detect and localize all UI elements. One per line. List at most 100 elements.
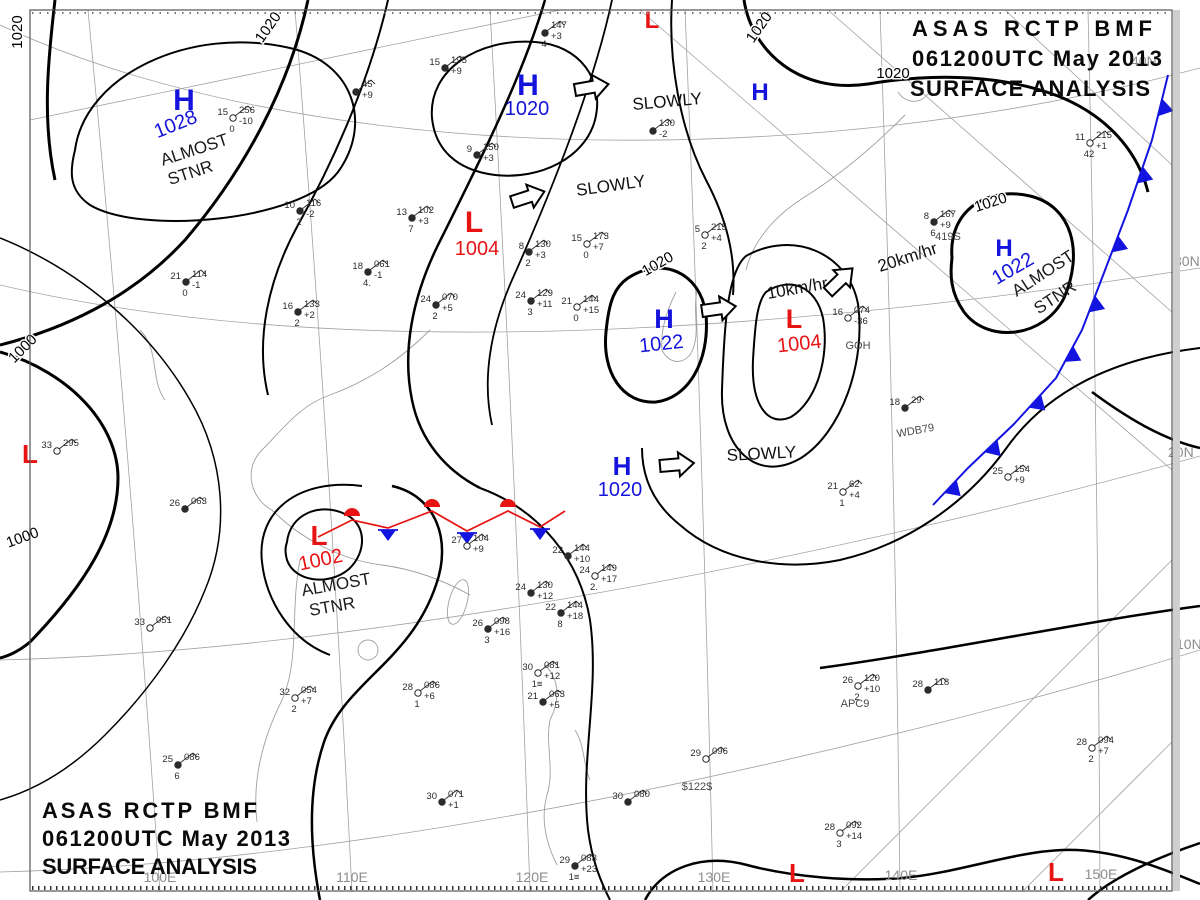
station-extra: 6 [930,228,935,239]
station-pressure: 063 [191,496,207,507]
station-circle [930,218,938,226]
wind-barb-tick [200,269,206,275]
station-circle [591,572,599,580]
isobar-line [262,0,389,396]
station-plot: 30 080 [612,789,650,806]
isobar-value: 1020 [876,65,909,82]
station-tendency: +14 [846,831,862,842]
longitude-label: 150E [1085,866,1118,882]
station-id-label: $122$ [682,781,713,793]
station-tendency: +10 [864,684,880,695]
wind-barb-tick [71,438,77,444]
station-temp: 24 [515,582,526,593]
station-temp: 21 [527,691,538,702]
wind-barb-tick [481,533,487,539]
speed-arrow-group: SLOWLY [571,71,703,114]
station-plot: 24 130+12 [515,580,553,602]
station-tendency: -1 [374,270,382,281]
station-temp: 29 [559,855,570,866]
station-circle [296,207,304,215]
station-pressure: 147 [551,20,567,31]
wind-barb-tick [557,689,563,695]
wind-barb-tick [854,820,860,826]
wind-barb [299,299,314,311]
cold-front-line [932,74,1169,506]
wind-barb [234,105,249,117]
station-circle [573,303,581,311]
station-pressure: 086 [184,752,200,763]
isobar-line [0,0,310,347]
station-tendency: +17 [601,574,617,585]
station-circle [182,278,190,286]
station-circle [527,297,535,305]
wind-barb [443,789,458,801]
station-pressure: 150 [483,142,499,153]
station-temp: 16 [282,301,293,312]
station-pressure: 096 [712,746,728,757]
station-temp: 13 [396,207,407,218]
wind-barb-tick [164,615,170,621]
station-extra: 2 [1088,754,1093,765]
isobar-value: 1020 [252,9,285,46]
station-tendency: +9 [1014,475,1025,486]
wind-barb-tick [192,752,198,758]
station-circle [146,624,154,632]
station-extra: 1≡ [532,679,543,690]
station-plot: 147+3 4 [541,20,567,50]
wind-barb [849,305,864,317]
station-id-label: APC9 [841,698,870,710]
station-plot: 26 063 [169,496,207,513]
station-temp: 22 [545,602,556,613]
station-pressure: 094 [1098,735,1114,746]
station-temp: 32 [279,687,290,698]
isobar-line [949,192,1075,334]
cold-front-triangle [944,479,961,497]
wind-barb [437,292,452,304]
wind-barb-tick [309,685,315,691]
station-extra: 0 [229,124,234,135]
speed-arrow-group: SLOWLY [657,442,797,479]
isobar-line [1087,841,1200,900]
isobar-line [284,508,363,581]
station-extra: 3 [484,635,489,646]
station-temp: 8 [924,211,929,222]
station-extra: 2 [525,258,530,269]
arrow-icon [571,71,612,103]
wind-barb [539,660,554,672]
wind-barb-tick [942,677,948,683]
station-extra: 3 [836,839,841,850]
station-temp: 24 [515,290,526,301]
wind-barb [296,685,311,697]
station-tendency: +10 [574,554,590,565]
station-pressure: 144 [567,600,583,611]
station-pressure: 074 [854,305,870,316]
station-pressure: 215 [711,222,727,233]
station-pressure: 62 [849,479,860,490]
wind-barb [532,580,547,592]
isobar-line [406,0,547,490]
wind-barb [1009,464,1024,476]
station-tendency: +7 [301,696,312,707]
isobar-line [0,350,120,660]
station-circle [1086,139,1094,147]
wind-barb [859,673,874,685]
station-temp: 25 [162,754,173,765]
wind-barb-tick [1104,130,1110,136]
station-circle [181,505,189,513]
station-extra: 1≡ [569,872,580,883]
wind-barb [546,20,561,32]
station-tendency: +1 [448,800,459,811]
station-tendency: +5 [549,700,560,711]
station-circle [294,308,302,316]
wind-barb-tick [545,580,551,586]
station-circle [1004,473,1012,481]
isobar-line [720,244,861,468]
stationary-front-warm-bump [344,508,360,516]
pressure-center: L [1048,857,1064,887]
station-plot: 33 051 [134,615,172,632]
station-pressure: 104 [473,533,489,544]
station-id-label: GOH [845,340,870,352]
station-pressure: 118 [934,677,949,688]
